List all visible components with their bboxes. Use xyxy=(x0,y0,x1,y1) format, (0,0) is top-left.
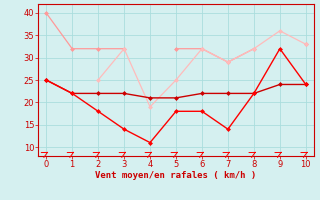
X-axis label: Vent moyen/en rafales ( km/h ): Vent moyen/en rafales ( km/h ) xyxy=(95,171,257,180)
